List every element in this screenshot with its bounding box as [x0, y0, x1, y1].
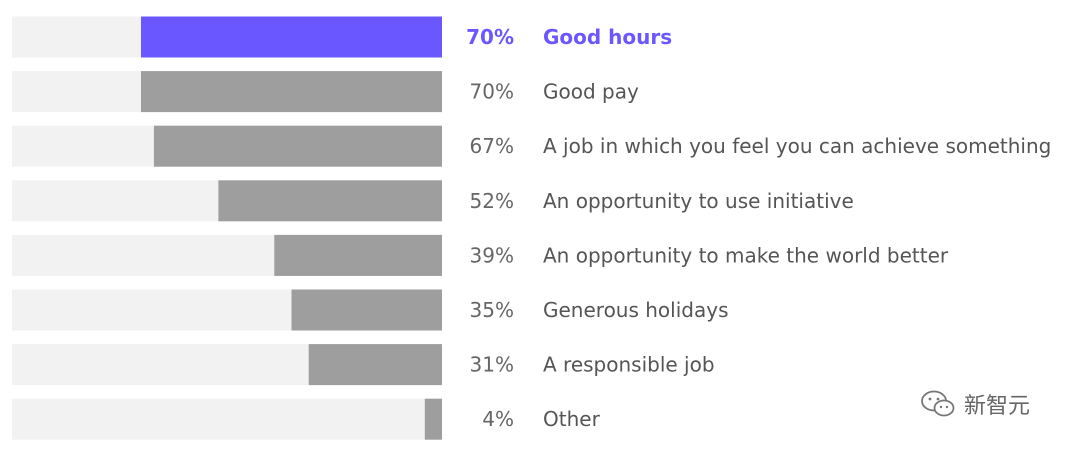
category-label: Good hours	[543, 25, 672, 49]
bar	[218, 180, 442, 222]
category-label: A job in which you feel you can achieve …	[543, 134, 1051, 158]
value-label: 67%	[470, 134, 514, 158]
value-label: 70%	[466, 25, 514, 49]
bar-row: 31% A responsible job	[12, 344, 715, 386]
bar-track	[12, 398, 442, 440]
category-label: An opportunity to make the world better	[543, 243, 949, 267]
bar	[153, 125, 442, 167]
bar	[424, 398, 442, 440]
value-label: 39%	[470, 243, 514, 267]
bar	[141, 16, 442, 58]
value-label: 52%	[470, 189, 514, 213]
bar	[274, 234, 442, 276]
bar	[291, 289, 442, 331]
bar	[141, 71, 442, 113]
bar-row: 70% Good hours	[12, 16, 672, 58]
category-label: Good pay	[543, 80, 639, 104]
bar	[308, 344, 442, 386]
value-label: 31%	[470, 353, 514, 377]
value-label: 35%	[470, 298, 514, 322]
wechat-icon	[921, 390, 955, 417]
bar-row: 35% Generous holidays	[12, 289, 729, 331]
value-label: 4%	[482, 407, 514, 431]
watermark: 新智元	[920, 388, 1030, 420]
category-label: Other	[543, 407, 601, 431]
bar-row: 4% Other	[12, 398, 601, 440]
category-label: An opportunity to use initiative	[543, 189, 854, 213]
bar-row: 39% An opportunity to make the world bett…	[12, 234, 949, 276]
category-label: A responsible job	[543, 353, 715, 377]
value-label: 70%	[470, 80, 514, 104]
category-label: Generous holidays	[543, 298, 729, 322]
bar-row: 67% A job in which you feel you can achie…	[12, 125, 1051, 167]
bar-row: 52% An opportunity to use initiative	[12, 180, 854, 222]
watermark-text: 新智元	[964, 394, 1031, 419]
bar-row: 70% Good pay	[12, 71, 639, 113]
